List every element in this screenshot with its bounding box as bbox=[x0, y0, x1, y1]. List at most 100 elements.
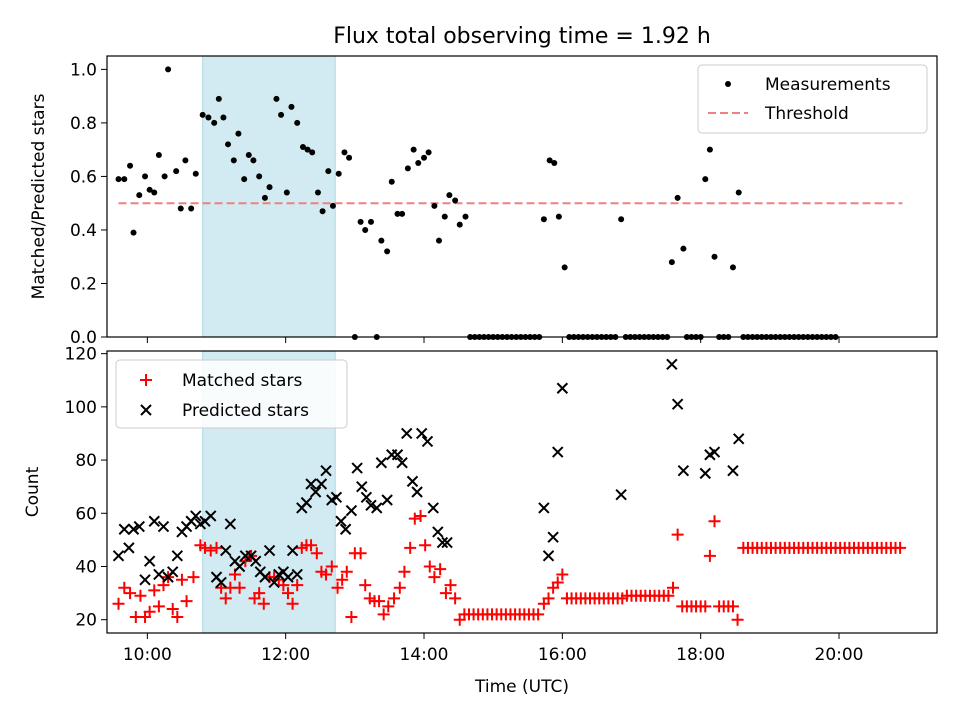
y-tick-label: 120 bbox=[65, 345, 97, 365]
measurement-point bbox=[188, 205, 195, 212]
predicted-point bbox=[381, 494, 393, 506]
measurement-point bbox=[462, 213, 469, 220]
axes-frame bbox=[106, 350, 938, 634]
predicted-point bbox=[356, 480, 368, 493]
predicted-point bbox=[259, 571, 271, 583]
measurement-point bbox=[399, 210, 406, 217]
predicted-point bbox=[345, 504, 358, 517]
matched-point bbox=[336, 573, 349, 586]
predicted-point bbox=[406, 475, 419, 488]
predicted-point bbox=[441, 536, 453, 549]
matched-point bbox=[171, 611, 184, 624]
legend: Matched stars Predicted stars bbox=[115, 359, 348, 429]
predicted-point bbox=[427, 502, 439, 514]
matched-point bbox=[393, 581, 406, 594]
matched-point bbox=[210, 541, 223, 554]
measurement-point bbox=[551, 160, 558, 167]
predicted-point bbox=[205, 510, 217, 522]
predicted-point bbox=[615, 488, 627, 501]
y-tick-label: 0.4 bbox=[70, 221, 97, 241]
measurement-point bbox=[215, 95, 222, 102]
measurement-point bbox=[421, 154, 428, 161]
matched-point bbox=[345, 611, 358, 624]
matched-point bbox=[310, 547, 323, 560]
predicted-point bbox=[171, 550, 184, 562]
y-tick-label: 60 bbox=[75, 504, 97, 524]
y-tick-label: 1.0 bbox=[70, 60, 97, 80]
matched-point bbox=[439, 587, 452, 600]
matched-point bbox=[359, 579, 372, 592]
matched-point bbox=[320, 568, 333, 581]
predicted-point bbox=[671, 398, 684, 410]
measurement-point bbox=[702, 176, 709, 183]
y-tick-label: 0.6 bbox=[70, 167, 97, 187]
measurement-point bbox=[680, 245, 687, 252]
measurement-point bbox=[250, 157, 257, 164]
matched-point bbox=[166, 603, 179, 616]
matched-point bbox=[143, 605, 156, 618]
predicted-point bbox=[320, 465, 332, 477]
predicted-point bbox=[157, 520, 170, 533]
predicted-point bbox=[360, 491, 373, 504]
predicted-point bbox=[263, 544, 276, 557]
measurement-point bbox=[225, 141, 232, 148]
matched-point bbox=[175, 573, 188, 586]
matched-point bbox=[551, 576, 564, 589]
predicted-point bbox=[401, 427, 413, 440]
measurement-point bbox=[309, 149, 316, 156]
matched-point bbox=[233, 581, 246, 594]
measurement-point bbox=[367, 218, 374, 225]
measurement-point bbox=[245, 152, 252, 159]
matched-point bbox=[305, 539, 318, 552]
matched-point bbox=[398, 565, 411, 578]
matched-point bbox=[148, 584, 161, 597]
measurement-point bbox=[425, 149, 432, 156]
measurement-point bbox=[325, 168, 332, 175]
measurement-point bbox=[146, 186, 153, 193]
measurement-point bbox=[415, 160, 422, 167]
matched-point bbox=[253, 587, 266, 600]
legend-measurement-marker bbox=[725, 81, 731, 87]
predicted-point bbox=[538, 502, 550, 514]
measurement-point bbox=[674, 194, 681, 201]
y-axis-label: Count bbox=[23, 466, 43, 517]
x-tick-label: 14:00 bbox=[400, 645, 449, 665]
matched-point bbox=[331, 581, 344, 594]
measurement-point bbox=[273, 95, 280, 102]
measurement-point bbox=[299, 143, 306, 150]
measurement-point bbox=[329, 202, 336, 209]
predicted-point bbox=[351, 462, 363, 474]
measurement-point bbox=[121, 176, 128, 183]
measurement-point bbox=[161, 173, 168, 180]
predicted-point bbox=[371, 502, 383, 514]
measurement-point bbox=[211, 119, 218, 126]
predicted-point bbox=[300, 496, 313, 509]
measurement-point bbox=[729, 264, 736, 271]
measurement-point bbox=[452, 197, 459, 204]
legend-threshold-label: Threshold bbox=[764, 104, 849, 124]
predicted-point bbox=[391, 449, 404, 461]
matched-point bbox=[434, 563, 447, 576]
matched-point bbox=[542, 592, 555, 605]
matched-point bbox=[667, 581, 680, 594]
matched-point bbox=[124, 587, 137, 600]
measurement-point bbox=[294, 119, 301, 126]
predicted-point bbox=[666, 358, 678, 371]
matched-point bbox=[419, 539, 432, 552]
measurement-point bbox=[431, 202, 438, 209]
measurement-point bbox=[220, 114, 227, 121]
matched-point bbox=[340, 565, 353, 578]
matched-point bbox=[532, 608, 545, 621]
x-tick-label: 18:00 bbox=[676, 645, 725, 665]
y-tick-label: 100 bbox=[65, 398, 97, 418]
predicted-point bbox=[677, 465, 690, 477]
matched-point bbox=[423, 560, 436, 573]
predicted-point bbox=[118, 523, 130, 535]
predicted-point bbox=[396, 457, 408, 469]
predicted-point bbox=[436, 536, 449, 549]
matched-point bbox=[388, 592, 401, 605]
matched-point bbox=[708, 515, 721, 528]
measurement-point bbox=[142, 173, 149, 180]
predicted-point bbox=[153, 568, 165, 581]
measurement-point bbox=[192, 170, 199, 177]
